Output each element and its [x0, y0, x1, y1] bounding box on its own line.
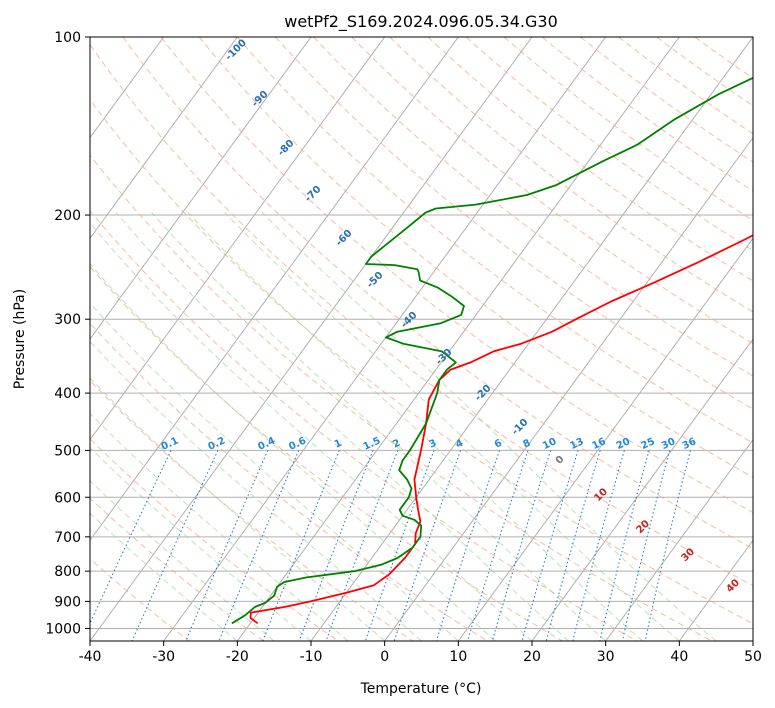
y-tick-label: 900 — [54, 594, 81, 610]
mixing-ratio-line — [521, 450, 579, 641]
y-tick-label: 300 — [54, 312, 81, 328]
dry-adiabat-line — [389, 37, 753, 313]
mixing-ratio-label: 16 — [590, 436, 607, 452]
mixing-ratio-line — [131, 450, 219, 641]
y-tick-label: 100 — [54, 30, 81, 46]
isotherm-gridline — [90, 37, 533, 641]
mixing-ratio-line — [435, 450, 500, 641]
y-tick-label: 1000 — [45, 621, 81, 637]
mixing-ratio-line — [644, 450, 691, 641]
moist-adiabat-line — [261, 212, 717, 641]
dry-adiabat-line — [236, 37, 753, 444]
mixing-ratio-label: 36 — [681, 436, 698, 452]
dry-adiabat-line — [275, 37, 753, 410]
mixing-ratio-label: 3 — [427, 438, 438, 451]
dry-adiabat-line — [541, 37, 753, 192]
x-tick-label: 40 — [670, 649, 688, 665]
moist-adiabat-line — [187, 212, 643, 641]
moist-adiabat-line — [90, 263, 496, 641]
dry-adiabat-line — [503, 37, 753, 222]
dry-adiabat-line — [90, 438, 339, 641]
x-tick-label: 50 — [744, 649, 762, 665]
isotherm-gridline — [90, 37, 386, 441]
x-tick-label: -40 — [79, 649, 102, 665]
dry-adiabat-line — [313, 37, 753, 377]
isotherm-gridline — [236, 37, 680, 641]
mixing-ratio-label: 8 — [521, 438, 532, 451]
mixing-ratio-label: 1 — [333, 438, 344, 451]
mixing-ratio-line — [599, 450, 650, 641]
mixing-ratio-line — [90, 450, 172, 625]
dewpoint-profile-line — [231, 76, 753, 625]
mixing-ratio-label: 10 — [541, 436, 558, 452]
mixing-ratio-label: 30 — [660, 436, 677, 452]
x-tick-label: -20 — [226, 649, 249, 665]
mixing-ratio-label: 6 — [493, 438, 504, 451]
mixing-ratio-label: 4 — [454, 438, 465, 451]
mixing-ratio-line — [218, 450, 300, 641]
y-axis-label: Pressure (hPa) — [12, 289, 28, 389]
mixing-ratio-line — [185, 450, 269, 641]
dry-adiabat-line — [90, 99, 753, 625]
y-tick-label: 500 — [54, 443, 81, 459]
mixing-ratio-line — [467, 450, 529, 641]
y-tick-label: 400 — [54, 386, 81, 402]
mixing-ratio-label: 20 — [615, 436, 632, 452]
moist-adiabat-line — [224, 212, 680, 641]
isotherm-gridline — [605, 438, 753, 641]
mixing-ratio-line — [491, 450, 552, 641]
y-tick-label: 200 — [54, 208, 81, 224]
mixing-ratio-line — [572, 450, 625, 641]
x-tick-label: 10 — [449, 649, 467, 665]
chart-title: wetPf2_S169.2024.096.05.34.G30 — [284, 12, 558, 32]
x-tick-label: -10 — [300, 649, 323, 665]
dry-adiabat-line — [427, 37, 753, 282]
moist-adiabat-line — [151, 212, 607, 641]
y-tick-label: 700 — [54, 530, 81, 546]
mixing-ratio-label: 2 — [391, 438, 402, 451]
x-tick-label: 20 — [523, 649, 541, 665]
dry-adiabat-line — [122, 37, 753, 550]
y-tick-label: 600 — [54, 490, 81, 506]
x-tick-label: 30 — [597, 649, 615, 665]
dry-adiabat-line — [160, 37, 753, 514]
isotherm-gridline — [384, 136, 753, 641]
isotherm-gridline — [163, 37, 607, 641]
y-tick-label: 800 — [54, 564, 81, 580]
moist-adiabat-line — [90, 302, 459, 641]
moist-adiabat-line — [90, 480, 275, 641]
mixing-ratio-line — [393, 450, 462, 641]
mixing-ratio-line — [545, 450, 601, 641]
mixing-ratio-label: 13 — [568, 436, 585, 452]
x-tick-label: -30 — [152, 649, 175, 665]
moist-adiabat-line — [90, 222, 533, 641]
mixing-ratio-label: 25 — [639, 436, 656, 452]
mixing-ratio-line — [621, 450, 671, 641]
moist-adiabat-line — [90, 340, 422, 641]
mixing-ratio-line — [364, 450, 435, 641]
plot-frame — [89, 36, 754, 642]
x-tick-label: 0 — [380, 649, 389, 665]
x-axis-label: Temperature (°C) — [360, 681, 482, 697]
moist-adiabat-line — [115, 212, 570, 641]
isotherm-gridline — [90, 37, 312, 340]
isotherm-gridline — [531, 338, 753, 641]
isotherm-gridline — [90, 37, 238, 240]
dry-adiabat-line — [90, 497, 264, 641]
isotherm-gridline — [457, 237, 753, 641]
